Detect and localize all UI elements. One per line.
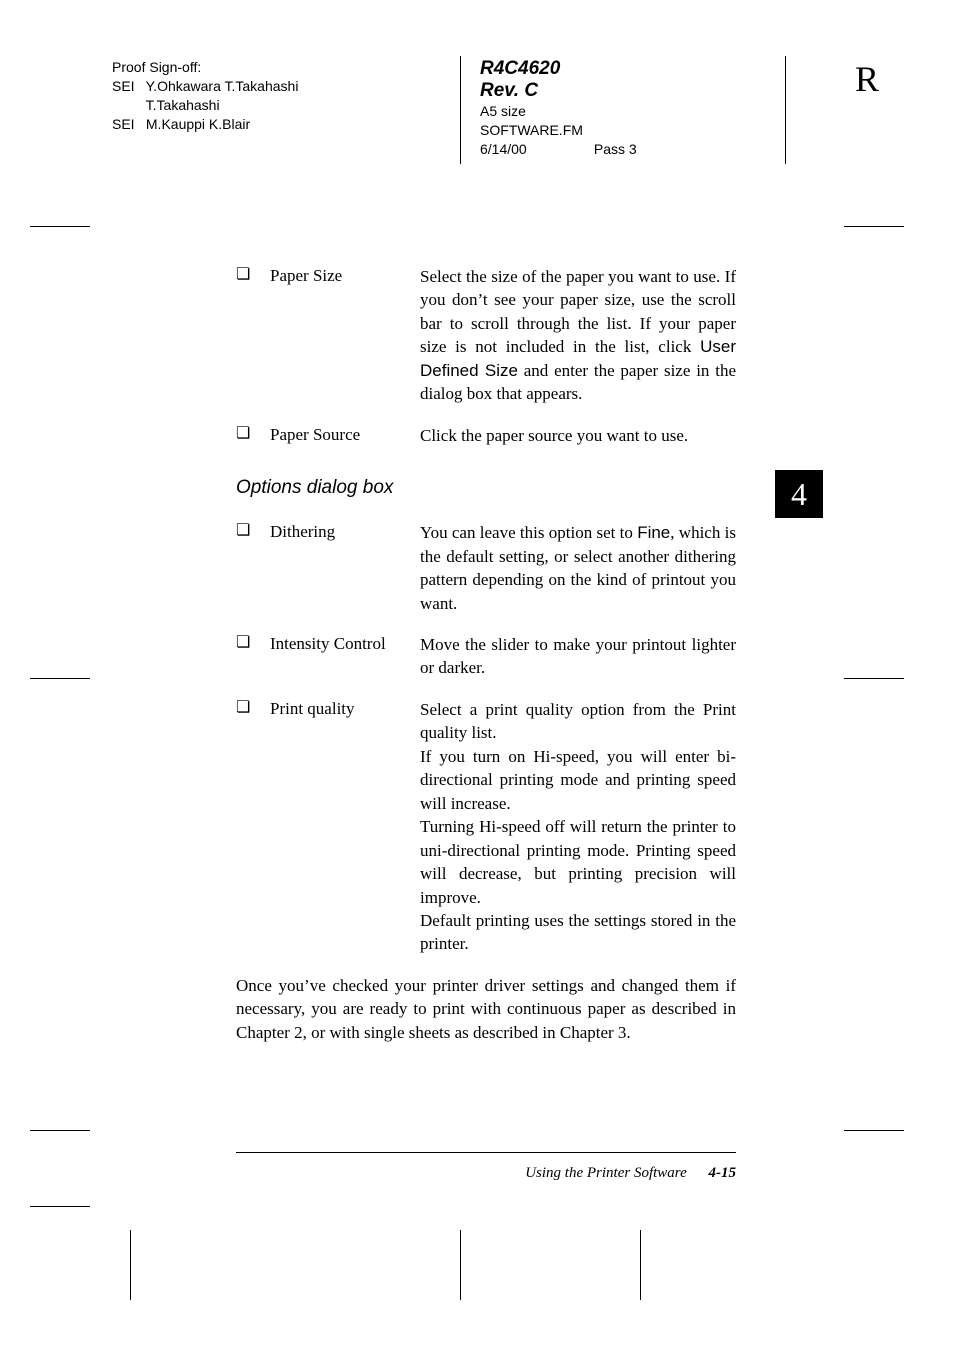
big-letter: R [855,58,879,100]
footer-rule [236,1152,736,1153]
signoff-line: T.Takahashi [112,96,462,115]
definition-label: Dithering [270,521,420,615]
proof-signoff-block: Proof Sign-off: SEI Y.Ohkawara T.Takahas… [112,58,462,159]
bullet-icon: ❏ [236,424,270,447]
signoff-line: SEI M.Kauppi K.Blair [112,115,462,134]
section-title: Options dialog box [236,477,736,499]
proof-signoff-title: Proof Sign-off: [112,58,462,77]
footer-page-number: 4-15 [709,1165,737,1181]
definition-description: Move the slider to make your printout li… [420,633,736,680]
page-size: A5 size [480,102,590,121]
doc-code: R4C4620 [480,58,692,80]
crop-mark [460,1230,461,1300]
crop-mark [844,1130,904,1131]
chapter-tab: 4 [775,470,823,518]
footer-title: Using the Printer Software [525,1165,687,1181]
filename: SOFTWARE.FM [480,122,583,138]
definition-row: ❏Paper SizeSelect the size of the paper … [236,265,736,406]
definition-description: Select a print quality option from the P… [420,698,736,956]
page: Proof Sign-off: SEI Y.Ohkawara T.Takahas… [0,0,954,1351]
bullet-icon: ❏ [236,633,270,680]
bullet-icon: ❏ [236,698,270,956]
definition-label: Print quality [270,698,420,956]
crop-mark [30,226,90,227]
signoff-prefix: SEI [112,77,142,96]
crop-mark [844,678,904,679]
definition-row: ❏DitheringYou can leave this option set … [236,521,736,615]
doc-meta-row: 6/14/00 Pass 3 [480,140,692,159]
closing-paragraph: Once you’ve checked your printer driver … [236,974,736,1044]
crop-mark [30,1206,90,1207]
crop-mark [844,226,904,227]
doc-rev: Rev. C [480,80,692,102]
crop-mark [30,1130,90,1131]
items-block-top: ❏Paper SizeSelect the size of the paper … [236,265,736,447]
definition-description: Click the paper source you want to use. [420,424,736,447]
doc-info-block: R4C4620 Rev. C A5 size SOFTWARE.FM 6/14/… [462,58,692,159]
definition-row: ❏Intensity ControlMove the slider to mak… [236,633,736,680]
header: Proof Sign-off: SEI Y.Ohkawara T.Takahas… [112,58,879,159]
doc-date: 6/14/00 [480,140,590,159]
definition-row: ❏Paper SourceClick the paper source you … [236,424,736,447]
doc-meta-row: A5 size SOFTWARE.FM [480,102,692,140]
content-column: ❏Paper SizeSelect the size of the paper … [236,265,736,1044]
signoff-names: T.Takahashi [146,97,220,113]
crop-mark [130,1230,131,1300]
definition-row: ❏Print qualitySelect a print quality opt… [236,698,736,956]
definition-label: Paper Size [270,265,420,406]
crop-mark [640,1230,641,1300]
crop-mark [30,678,90,679]
doc-pass: Pass 3 [594,141,637,157]
signoff-line: SEI Y.Ohkawara T.Takahashi [112,77,462,96]
bullet-icon: ❏ [236,521,270,615]
definition-description: You can leave this option set to Fine, w… [420,521,736,615]
signoff-names: Y.Ohkawara T.Takahashi [146,78,299,94]
definition-description: Select the size of the paper you want to… [420,265,736,406]
items-block-options: ❏DitheringYou can leave this option set … [236,521,736,956]
signoff-prefix: SEI [112,115,142,134]
definition-label: Paper Source [270,424,420,447]
signoff-names: M.Kauppi K.Blair [146,116,250,132]
footer: Using the Printer Software 4-15 [236,1165,736,1182]
bullet-icon: ❏ [236,265,270,406]
definition-label: Intensity Control [270,633,420,680]
